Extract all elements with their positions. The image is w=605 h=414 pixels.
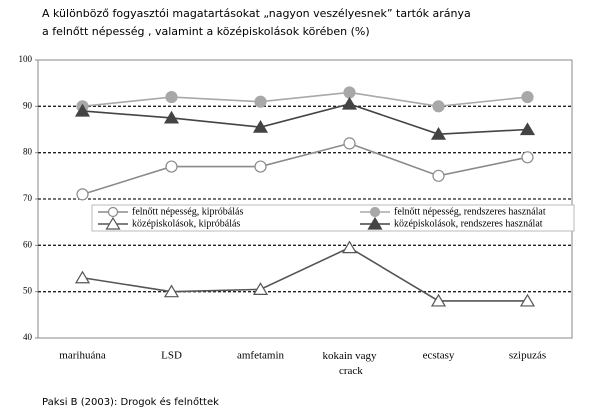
marker — [432, 169, 445, 182]
x-tick-label: kokain vagy crack — [322, 350, 377, 377]
marker — [432, 100, 445, 113]
marker — [76, 188, 89, 201]
marker — [105, 216, 121, 230]
marker — [107, 206, 119, 218]
series-line — [82, 103, 528, 135]
marker — [252, 282, 269, 295]
legend-label: középiskolások, rendszeres használat — [394, 218, 543, 229]
y-tick-label: 80 — [23, 147, 33, 157]
marker — [519, 122, 536, 136]
x-tick-label: marihuána — [59, 350, 106, 362]
marker — [254, 160, 267, 173]
chart-subtitle: a felnőtt népesség , valamint a középisk… — [42, 25, 370, 38]
marker — [74, 270, 91, 284]
marker — [430, 293, 447, 307]
series-line — [82, 91, 528, 108]
x-tick-label: szipuzás — [509, 350, 546, 362]
marker — [254, 95, 267, 108]
marker — [165, 90, 178, 104]
marker — [367, 216, 383, 230]
marker — [74, 103, 91, 117]
marker — [252, 120, 269, 133]
chart-title: A különböző fogyasztói magatartásokat „n… — [42, 7, 471, 20]
series-line — [82, 142, 528, 196]
x-tick-label: ecstasy — [423, 350, 455, 362]
legend-label: felnőtt népesség, rendszeres használat — [394, 206, 546, 217]
marker — [163, 284, 180, 298]
marker — [430, 126, 447, 140]
x-tick-label: amfetamin — [237, 350, 285, 362]
marker — [521, 151, 534, 164]
marker — [163, 110, 180, 124]
marker — [521, 90, 534, 104]
y-tick-label: 40 — [23, 332, 33, 342]
legend-box — [91, 204, 575, 232]
marker — [519, 293, 536, 307]
marker — [369, 206, 381, 218]
series-line — [82, 246, 528, 302]
marker — [341, 96, 358, 110]
legend-label: felnőtt népesség, kipróbálás — [132, 206, 243, 217]
x-tick-label: LSD — [161, 350, 182, 362]
y-tick-label: 100 — [19, 54, 33, 64]
y-tick-label: 70 — [23, 193, 33, 203]
source-note: Paksi B (2003): Drogok és felnőttek — [42, 396, 219, 408]
legend-label: középiskolások, kipróbálás — [132, 218, 240, 229]
y-tick-label: 60 — [23, 239, 33, 249]
marker — [343, 137, 356, 150]
marker — [341, 240, 358, 254]
y-tick-label: 90 — [23, 100, 33, 110]
marker — [165, 160, 178, 173]
marker — [343, 86, 356, 99]
y-tick-label: 50 — [23, 286, 33, 296]
